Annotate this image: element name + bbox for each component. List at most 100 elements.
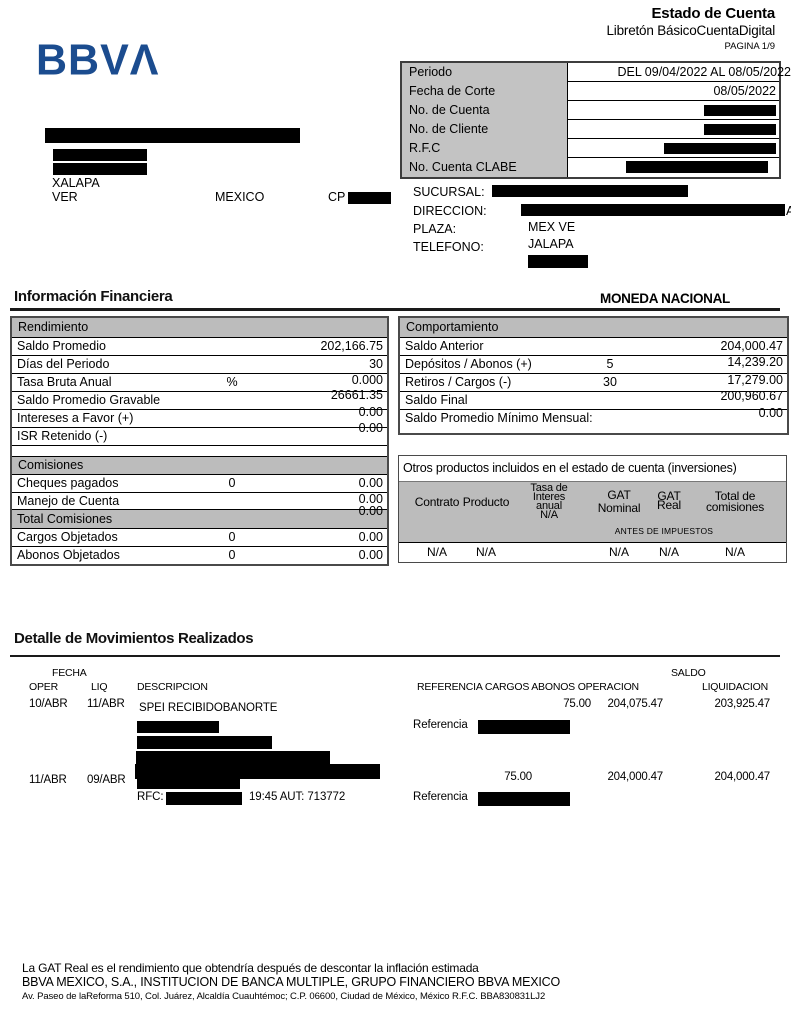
redacted-bar: [137, 736, 272, 749]
address-state: VER: [52, 190, 78, 204]
rfc-label: RFC:: [137, 791, 164, 803]
redacted-bar: [664, 142, 776, 154]
row-mid-value: %: [226, 375, 238, 389]
redacted-bar: [704, 123, 776, 135]
row-label: Saldo Final: [405, 393, 468, 407]
referencia-label: Referencia: [413, 719, 468, 731]
na-contrato: N/A: [426, 545, 447, 559]
section-divider: [10, 308, 780, 311]
redacted-bar: [528, 255, 588, 268]
postal-code-label: CP: [328, 190, 346, 204]
fecha-liq: 11/ABR: [87, 698, 125, 710]
col-descripcion: DESCRIPCION: [137, 681, 208, 693]
row-label: Retiros / Cargos (-): [405, 375, 512, 389]
row-mid-value: 5: [606, 357, 614, 371]
col-total-comisiones: Total de comisiones: [705, 489, 765, 514]
redacted-bar: [45, 128, 300, 143]
row-value: 0.00: [358, 405, 383, 419]
row-value: 0.00: [358, 492, 383, 506]
account-label: Fecha de Corte: [402, 82, 567, 101]
redacted-bar: [166, 792, 242, 805]
table-row: Cargos Objetados 0 0.00: [12, 529, 387, 547]
table-row: ISR Retenido (-) 0.00: [12, 421, 387, 446]
table-row: Días del Periodo 30: [12, 356, 387, 374]
redacted-bar: [492, 185, 688, 197]
row-label: Cargos Objetados: [17, 530, 118, 544]
col-producto: Producto: [462, 495, 510, 509]
col-gat-real: GAT Real: [657, 489, 681, 512]
movement-description: SPEI RECIBIDOBANORTE: [139, 702, 278, 714]
table-row: Saldo Promedio Mínimo Mensual: 0.00: [400, 406, 787, 427]
row-label: Intereses a Favor (+): [17, 411, 134, 425]
account-row-cliente: No. de Cliente: [402, 120, 779, 139]
table-header: Comisiones: [12, 457, 387, 475]
fecha-liq: 09/ABR: [87, 774, 126, 786]
account-label: R.F.C: [402, 139, 567, 158]
spacer-row: [400, 427, 787, 433]
telefono-label: TELEFONO:: [413, 240, 484, 254]
table-row: Saldo Anterior 204,000.47: [400, 338, 787, 356]
otros-title: Otros productos incluidos en el estado d…: [403, 461, 737, 475]
account-label: No. de Cuenta: [402, 101, 567, 120]
redacted-bar: [626, 161, 768, 174]
financial-section-title: Información Financiera: [14, 288, 173, 305]
table-row: Abonos Objetados 0 0.00: [12, 547, 387, 564]
table-row: Saldo Promedio 202,166.75: [12, 338, 387, 356]
row-value: 14,239.20: [727, 355, 783, 369]
gat-real-note: La GAT Real es el rendimiento que obtend…: [22, 961, 479, 975]
bbva-logo: BBVΛ: [36, 35, 160, 85]
redacted-bar: [137, 775, 240, 789]
otros-data-row: N/A N/A N/A N/A N/A: [399, 542, 786, 562]
table-row: Manejo de Cuenta 0.00: [12, 492, 387, 510]
row-value: 0.00: [358, 504, 383, 518]
table-row: Saldo Final 200,960.67: [400, 389, 787, 410]
account-label: No. Cuenta CLABE: [402, 158, 567, 177]
table-row: Tasa Bruta Anual % 0.000: [12, 373, 387, 392]
col-liquidacion: LIQUIDACION: [701, 681, 768, 693]
statement-title: Estado de Cuenta: [651, 5, 776, 22]
abono-amount: 75.00: [563, 698, 591, 710]
row-value: 26661.35: [330, 388, 383, 402]
row-mid-value: 0: [228, 530, 236, 544]
redacted-bar: [53, 163, 147, 175]
total-comisiones-row: Total Comisiones 0.00: [12, 504, 387, 529]
col-contrato: Contrato: [414, 495, 460, 509]
redacted-bar: [478, 720, 570, 734]
table-row: Depósitos / Abonos (+) 5 14,239.20: [400, 355, 787, 374]
table-row: Intereses a Favor (+) 0.00: [12, 405, 387, 428]
otros-productos-table: Otros productos incluidos en el estado d…: [398, 455, 787, 563]
table-row: Saldo Promedio Gravable 26661.35: [12, 388, 387, 410]
col-oper: OPER: [29, 681, 58, 693]
fecha-oper: 10/ABR: [29, 698, 68, 710]
row-value: 200,960.67: [720, 389, 783, 403]
cargo-amount: 75.00: [504, 771, 532, 783]
redacted-bar: [137, 721, 219, 733]
document-header: Estado de Cuenta Libretón BásicoCuentaDi…: [606, 5, 775, 53]
saldo-operacion: 204,075.47: [607, 698, 663, 710]
account-row-fecha-corte: Fecha de Corte 08/05/2022: [402, 82, 779, 101]
col-referencia-cargos-abonos-operacion: REFERENCIA CARGOS ABONOS OPERACION: [417, 681, 639, 693]
row-mid-value: 30: [603, 375, 617, 389]
referencia-label: Referencia: [413, 791, 468, 803]
na-total: N/A: [724, 545, 745, 559]
account-value: DEL 09/04/2022 AL 08/05/2022: [567, 63, 791, 82]
account-summary-table: Periodo DEL 09/04/2022 AL 08/05/2022 Fec…: [400, 61, 791, 179]
row-value: 0.00: [758, 406, 783, 420]
account-label: Periodo: [402, 63, 567, 82]
row-label: Tasa Bruta Anual: [17, 375, 112, 389]
redacted-bar: [53, 149, 147, 161]
table-row: Retiros / Cargos (-) 30 17,279.00: [400, 373, 787, 392]
row-value: 0.00: [358, 476, 383, 490]
row-label: Total Comisiones: [17, 512, 113, 526]
redacted-bar: [521, 204, 785, 216]
address-city: XALAPA: [52, 176, 100, 190]
row-value: 202,166.75: [320, 339, 383, 353]
row-label: Cheques pagados: [17, 476, 119, 490]
rendimiento-table: Rendimiento Saldo Promedio 202,166.75 Dí…: [10, 316, 389, 566]
direccion-overflow-char: A: [786, 204, 791, 218]
account-label: No. de Cliente: [402, 120, 567, 139]
redacted-bar: [704, 104, 776, 116]
account-row-cuenta: No. de Cuenta: [402, 101, 779, 120]
row-label: Abonos Objetados: [17, 548, 120, 562]
redacted-bar: [348, 192, 391, 204]
